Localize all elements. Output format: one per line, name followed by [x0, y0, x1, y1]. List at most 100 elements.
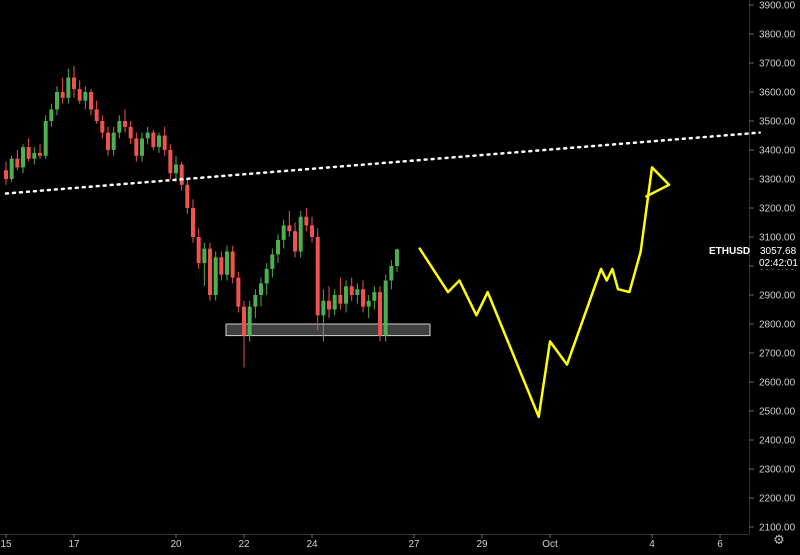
candle-up [332, 295, 337, 310]
time-tick-label: Oct [542, 539, 558, 550]
candle-down [349, 286, 354, 295]
candle-down [15, 158, 20, 168]
price-tick-label: 2500.00 [759, 407, 796, 418]
candle-down [26, 147, 31, 159]
last-price-value: 3057.68 [760, 246, 797, 257]
candle-down [304, 216, 309, 226]
candle-up [66, 77, 71, 98]
candles-layer [4, 65, 400, 368]
candle-down [191, 208, 196, 237]
time-axis[interactable]: 15 17 20 22 24 27 29 Oct 4 6 [0, 534, 723, 550]
price-axis[interactable]: 3900.00 3800.00 3700.00 3600.00 3500.00 3400.… [749, 1, 796, 534]
candle-up [21, 147, 26, 168]
candle-down [327, 300, 332, 310]
symbol-label-bg [705, 243, 749, 257]
candle-up [55, 92, 60, 110]
candle-down [236, 277, 241, 307]
candle-up [145, 132, 150, 139]
candle-down [123, 121, 128, 127]
candle-up [270, 254, 275, 269]
candle-down [293, 231, 298, 252]
price-tick-label: 2900.00 [759, 291, 796, 302]
projection-path[interactable] [418, 166, 671, 419]
price-tick-label: 2700.00 [759, 349, 796, 360]
candle-up [395, 249, 400, 266]
price-tick-label: 3600.00 [759, 88, 796, 99]
candle-up [383, 280, 388, 336]
price-tick-label: 2800.00 [759, 320, 796, 331]
candle-down [94, 109, 99, 121]
candle-down [219, 257, 224, 275]
price-tick-label: 3700.00 [759, 59, 796, 70]
candle-down [287, 225, 292, 232]
candle-down [60, 92, 65, 98]
candle-down [151, 132, 156, 148]
projection-layer [418, 166, 671, 419]
candle-down [179, 164, 184, 185]
candle-down [242, 306, 247, 336]
trendline-layer [4, 131, 761, 195]
candle-down [72, 77, 77, 90]
support-zone-box[interactable] [225, 323, 431, 337]
candle-down [134, 138, 139, 156]
candle-down [361, 289, 366, 307]
last-price-bg [755, 243, 800, 269]
time-tick-label: 15 [0, 539, 12, 550]
price-tick-label: 3400.00 [759, 146, 796, 157]
candle-up [49, 109, 54, 121]
candle-down [185, 184, 190, 208]
time-tick-label: 27 [408, 539, 420, 550]
candle-up [83, 92, 88, 101]
candle-up [355, 289, 360, 295]
candle-down [4, 170, 8, 179]
candle-up [253, 295, 258, 307]
candle-up [9, 158, 14, 179]
candle-down [89, 92, 94, 110]
candle-down [315, 237, 320, 316]
candle-up [213, 257, 218, 295]
price-tick-label: 3300.00 [759, 175, 796, 186]
candle-up [140, 138, 145, 156]
candle-up [259, 283, 264, 295]
time-tick-label: 20 [170, 539, 182, 550]
price-tick-label: 3800.00 [759, 30, 796, 41]
support-zone-layer [225, 323, 431, 337]
candle-up [202, 248, 207, 264]
time-tick-label: 22 [238, 539, 250, 550]
candle-down [378, 292, 383, 336]
candle-down [106, 132, 111, 150]
price-tick-label: 3100.00 [759, 233, 796, 244]
candle-up [276, 239, 281, 255]
candle-up [389, 266, 394, 281]
candle-down [208, 248, 213, 295]
candle-up [366, 300, 371, 307]
candle-up [111, 132, 116, 150]
price-tick-label: 3200.00 [759, 204, 796, 215]
candle-up [372, 292, 377, 301]
candle-up [157, 135, 162, 148]
candle-down [128, 126, 133, 139]
candle-up [43, 121, 48, 156]
price-tick-label: 2600.00 [759, 378, 796, 389]
candle-up [247, 306, 252, 336]
time-tick-label: 29 [476, 539, 488, 550]
candle-up [298, 216, 303, 252]
candle-up [174, 164, 179, 174]
candle-down [196, 237, 201, 264]
candle-up [32, 152, 37, 159]
candle-down [38, 152, 43, 156]
symbol-label: ETHUSD [709, 246, 750, 257]
gear-icon[interactable]: ⚙ [773, 532, 785, 547]
price-tick-label: 2400.00 [759, 436, 796, 447]
price-tick-label: 2100.00 [759, 523, 796, 534]
time-tick-label: 6 [717, 539, 723, 550]
candle-down [162, 135, 167, 150]
bar-countdown: 02:42:01 [759, 258, 798, 269]
candle-down [230, 251, 235, 278]
candle-down [100, 121, 105, 133]
time-tick-label: 17 [68, 539, 80, 550]
trendline-dotted[interactable] [4, 131, 761, 195]
time-tick-label: 24 [306, 539, 318, 550]
